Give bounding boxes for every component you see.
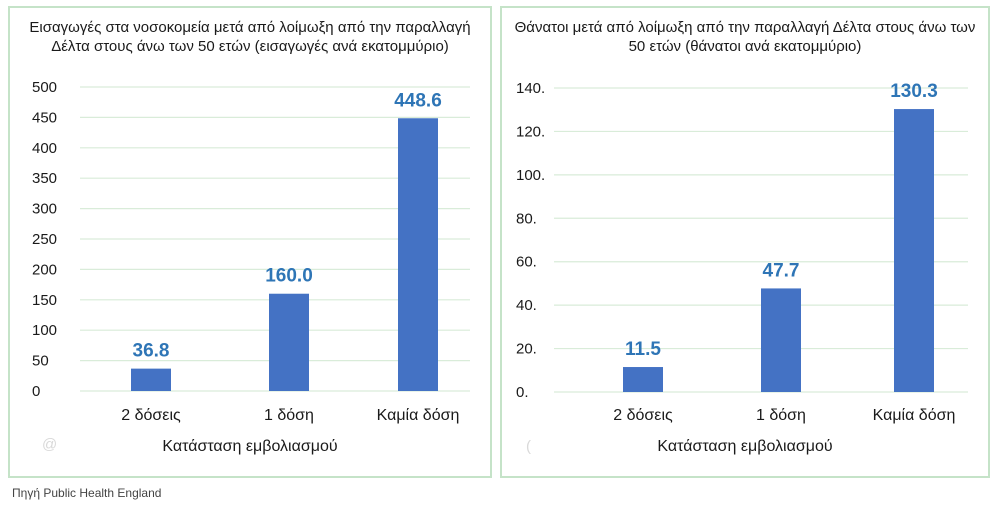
data-label: 160.0: [265, 266, 313, 287]
bar: [894, 109, 934, 392]
y-tick-label: 300: [32, 201, 57, 218]
y-tick-label: 40.: [516, 297, 537, 314]
data-label: 36.8: [133, 341, 170, 362]
watermark: (: [526, 438, 531, 455]
bar: [269, 293, 309, 391]
data-label: 130.3: [890, 81, 938, 102]
x-tick-label: 2 δόσεις: [613, 407, 673, 424]
source-note: Πηγή Public Health England: [12, 486, 162, 500]
y-tick-label: 400: [32, 140, 57, 157]
x-tick-label: Καμία δόση: [873, 407, 956, 424]
deaths-chart: 0. 20. 40. 60. 80. 100. 120. 140. 11.5 2 δόσεις 47…: [516, 80, 968, 424]
data-label: 47.7: [763, 260, 800, 281]
x-axis-label: Κατάσταση εμβολιασμού: [162, 438, 338, 455]
y-tick-label: 50: [32, 353, 49, 370]
data-label: 11.5: [625, 339, 661, 360]
x-tick-label: Καμία δόση: [377, 407, 460, 424]
x-tick-label: 1 δόση: [264, 407, 314, 424]
y-tick-label: 60.: [516, 254, 537, 271]
data-label: 448.6: [394, 90, 442, 111]
y-tick-label: 80.: [516, 210, 537, 227]
x-tick-label: 1 δόση: [756, 407, 806, 424]
watermark: @: [42, 436, 58, 453]
x-axis-label: Κατάσταση εμβολιασμού: [657, 438, 833, 455]
y-tick-label: 150: [32, 292, 57, 309]
y-tick-label: 140.: [516, 80, 545, 97]
y-tick-label: 20.: [516, 341, 537, 358]
bar: [761, 288, 801, 392]
y-tick-label: 120.: [516, 123, 545, 140]
chart-title: Εισαγωγές στα νοσοκομεία μετά από λοίμωξ…: [29, 19, 471, 55]
hospitalisations-chart: 0 50 100 150 200 250 300 350 400 450 500 36.8 2 δόσε…: [32, 79, 470, 424]
y-tick-label: 0: [32, 383, 40, 400]
y-tick-label: 0.: [516, 384, 529, 401]
bar: [398, 118, 438, 392]
bar: [131, 368, 171, 391]
chart-title: Θάνατοι μετά από λοίμωξη από την παραλλα…: [514, 19, 976, 55]
y-tick-label: 350: [32, 170, 57, 187]
bar: [623, 367, 663, 392]
hospitalisations-chart-panel: Εισαγωγές στα νοσοκομεία μετά από λοίμωξ…: [8, 6, 492, 478]
y-tick-label: 100.: [516, 167, 545, 184]
y-tick-label: 200: [32, 261, 57, 278]
x-tick-label: 2 δόσεις: [121, 407, 181, 424]
y-tick-label: 250: [32, 231, 57, 248]
y-tick-label: 450: [32, 109, 57, 126]
y-tick-label: 100: [32, 322, 57, 339]
deaths-chart-panel: Θάνατοι μετά από λοίμωξη από την παραλλα…: [500, 6, 990, 478]
y-tick-label: 500: [32, 79, 57, 96]
